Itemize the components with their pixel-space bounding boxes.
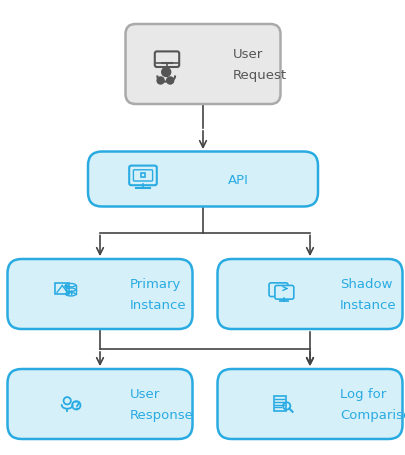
Circle shape [161,68,170,77]
FancyBboxPatch shape [217,259,401,329]
Text: User
Response: User Response [130,387,194,421]
FancyBboxPatch shape [125,25,280,105]
Circle shape [166,78,173,85]
Text: Shadow
Instance: Shadow Instance [339,278,396,311]
Circle shape [65,286,67,288]
FancyBboxPatch shape [274,286,293,299]
FancyBboxPatch shape [7,369,192,439]
FancyBboxPatch shape [88,152,317,207]
FancyBboxPatch shape [217,369,401,439]
FancyBboxPatch shape [269,283,287,297]
Text: Log for
Comparison: Log for Comparison [339,387,405,421]
Circle shape [157,78,164,85]
Text: API: API [228,173,248,186]
Text: Primary
Instance: Primary Instance [130,278,186,311]
Text: User
Request: User Request [232,48,286,82]
Text: ?: ? [73,400,79,410]
FancyBboxPatch shape [7,259,192,329]
